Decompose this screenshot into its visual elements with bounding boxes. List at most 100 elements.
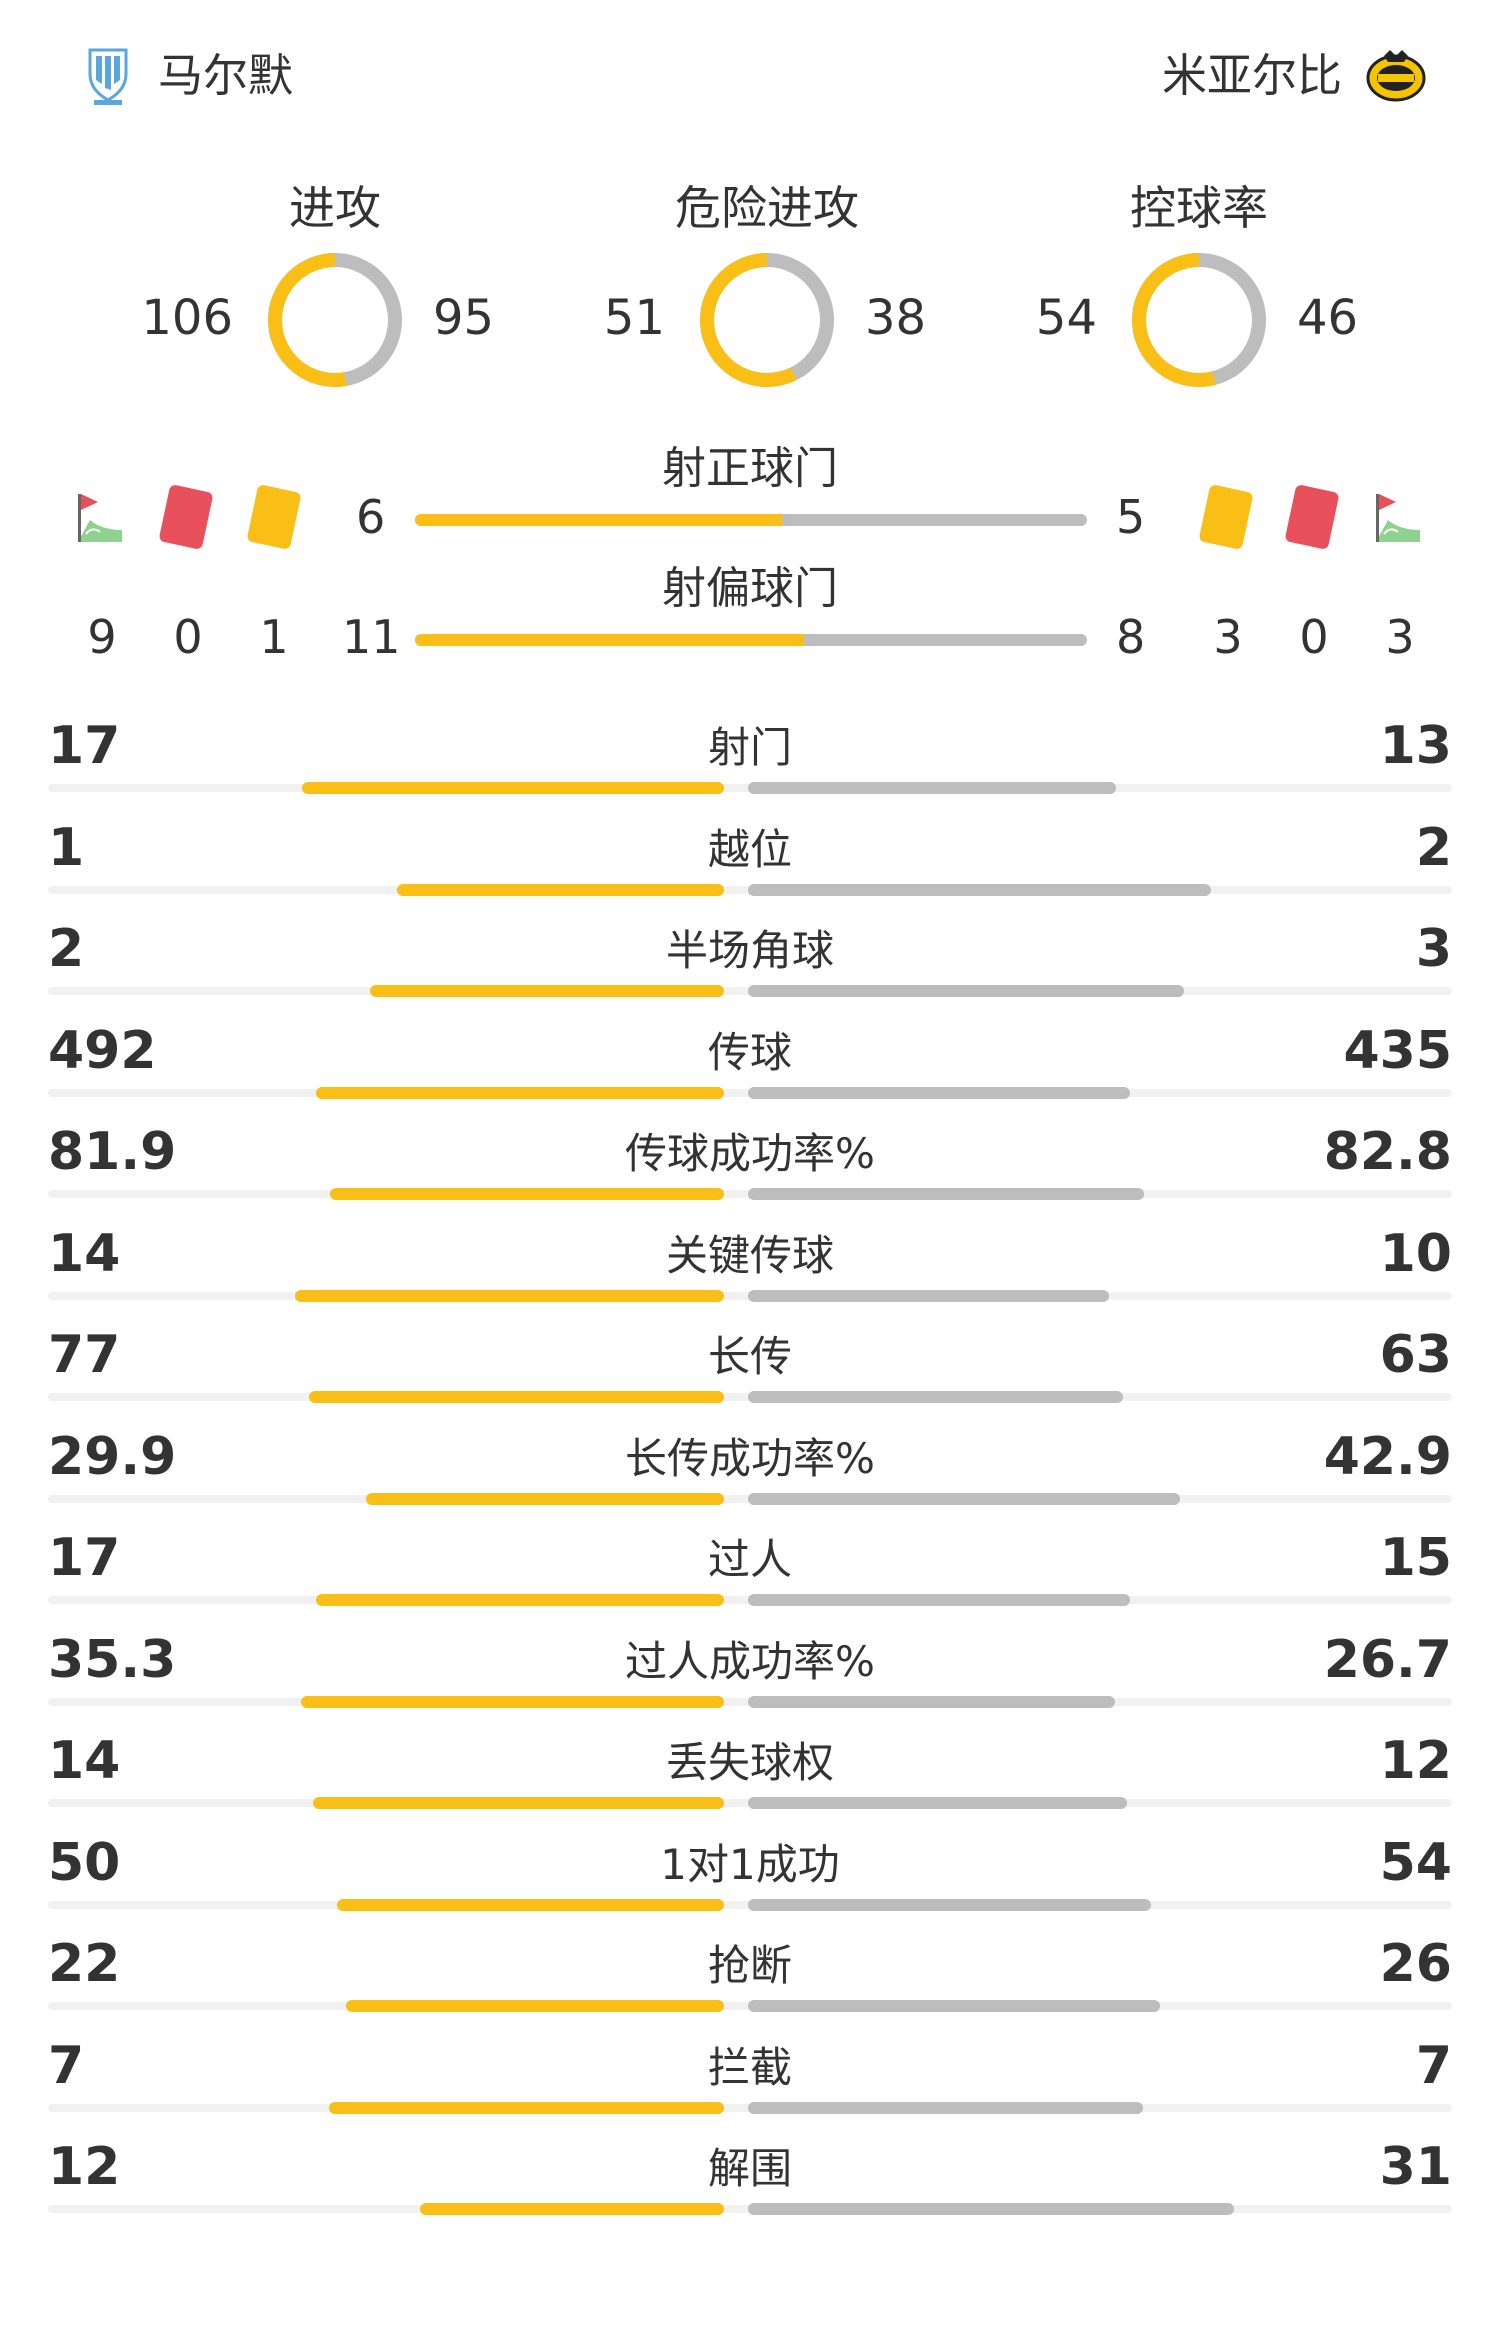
ring-chart — [263, 248, 407, 392]
stat-away-value: 26.7 — [1323, 1630, 1452, 1690]
stat-label: 丢失球权 — [665, 1738, 834, 1787]
stat-home-bar — [308, 1391, 724, 1403]
malmo-crest-icon — [76, 44, 140, 108]
stat-home-bar — [336, 1899, 724, 1911]
stat-away-value: 13 — [1379, 716, 1452, 776]
stat-label: 半场角球 — [665, 926, 834, 975]
stat-away-value: 7 — [1415, 2036, 1452, 2096]
stat-away-bar — [748, 782, 1116, 794]
stat-label: 过人成功率% — [625, 1637, 875, 1686]
stat-label: 长传成功率% — [625, 1434, 875, 1483]
stat-home-value: 492 — [48, 1021, 157, 1081]
ring-chart — [695, 248, 839, 392]
stat-row: 492 传球 435 — [48, 1007, 1452, 1113]
stat-away-bar — [748, 884, 1212, 896]
ring-home-arc — [700, 253, 834, 387]
stat-row: 14 丢失球权 12 — [48, 1717, 1452, 1823]
stat-row: 7 拦截 7 — [48, 2022, 1452, 2128]
away-red-count: 0 — [1299, 610, 1329, 664]
ring-home-value: 54 — [1035, 290, 1097, 346]
stat-away-value: 435 — [1343, 1021, 1452, 1081]
stat-home-bar — [294, 1290, 724, 1302]
stat-away-value: 26 — [1379, 1934, 1452, 1994]
stat-home-value: 50 — [48, 1833, 121, 1893]
stat-label: 射门 — [707, 723, 792, 772]
stat-away-bar — [748, 1594, 1131, 1606]
stat-label: 1对1成功 — [660, 1840, 840, 1889]
stat-home-bar — [329, 2102, 724, 2114]
stat-label: 长传 — [707, 1332, 792, 1381]
shots-on-target-title: 射正球门 — [662, 443, 838, 494]
stat-home-value: 35.3 — [48, 1630, 177, 1690]
stat-away-bar — [748, 1290, 1109, 1302]
shots-off-home-fill — [415, 634, 805, 646]
stat-row: 17 过人 15 — [48, 1514, 1452, 1620]
away-corner-flag-icon — [1370, 490, 1426, 546]
stat-away-value: 15 — [1379, 1528, 1452, 1588]
ring-home-arc — [268, 253, 402, 387]
shots-off-target-title: 射偏球门 — [662, 563, 838, 614]
home-corners-count: 9 — [87, 610, 117, 664]
stat-away-bar — [748, 1899, 1151, 1911]
stat-row: 50 1对1成功 54 — [48, 1819, 1452, 1925]
stat-away-value: 63 — [1379, 1325, 1452, 1385]
stat-home-value: 1 — [48, 818, 85, 878]
stat-away-bar — [748, 2000, 1161, 2012]
stat-home-bar — [397, 884, 724, 896]
shots-off-bar — [415, 634, 1087, 646]
ring-home-value: 51 — [603, 290, 665, 346]
stat-label: 抢断 — [707, 1941, 792, 1990]
stat-away-value: 54 — [1379, 1833, 1452, 1893]
ring-title: 控球率 — [1130, 181, 1268, 235]
shots-off-home-value: 11 — [342, 610, 401, 664]
stat-row: 22 抢断 26 — [48, 1920, 1452, 2026]
mjallby-crest-icon — [1364, 44, 1428, 108]
home-yellow-card-icon — [246, 484, 302, 550]
stat-home-value: 7 — [48, 2036, 85, 2096]
stat-row: 81.9 传球成功率% 82.8 — [48, 1108, 1452, 1214]
stat-label: 传球 — [707, 1028, 792, 1077]
stat-home-value: 14 — [48, 1224, 121, 1284]
away-team-name[interactable]: 米亚尔比 — [1161, 49, 1342, 102]
stat-label: 越位 — [707, 825, 792, 874]
stat-label: 拦截 — [707, 2043, 792, 2092]
stat-home-value: 2 — [48, 919, 85, 979]
ring-away-value: 95 — [433, 290, 495, 346]
stat-away-bar — [748, 1087, 1131, 1099]
home-red-count: 0 — [173, 610, 203, 664]
stat-home-bar — [370, 985, 724, 997]
ring-home-value: 106 — [141, 290, 233, 346]
stat-away-bar — [748, 1391, 1123, 1403]
stat-away-bar — [748, 985, 1184, 997]
stat-home-bar — [300, 1696, 724, 1708]
stat-away-value: 3 — [1415, 919, 1452, 979]
stat-row: 77 长传 63 — [48, 1311, 1452, 1417]
stat-home-bar — [330, 1188, 724, 1200]
away-yellow-card-icon — [1198, 484, 1254, 550]
stat-row: 14 关键传球 10 — [48, 1210, 1452, 1316]
stat-away-value: 31 — [1379, 2137, 1452, 2197]
stat-away-value: 12 — [1379, 1731, 1452, 1791]
home-corner-flag-icon — [72, 490, 128, 546]
shots-on-home-value: 6 — [356, 490, 386, 544]
stat-home-bar — [301, 782, 724, 794]
home-yellow-count: 1 — [259, 610, 289, 664]
stat-row: 17 射门 13 — [48, 702, 1452, 808]
stat-home-value: 77 — [48, 1325, 121, 1385]
ring-away-value: 46 — [1297, 290, 1359, 346]
stat-away-value: 10 — [1379, 1224, 1452, 1284]
stat-away-bar — [748, 2102, 1143, 2114]
home-team-name[interactable]: 马尔默 — [158, 49, 294, 102]
ring-title: 危险进攻 — [675, 181, 859, 235]
stat-home-value: 22 — [48, 1934, 121, 1994]
ring-chart — [1127, 248, 1271, 392]
away-corners-count: 3 — [1385, 610, 1415, 664]
stat-home-value: 29.9 — [48, 1427, 177, 1487]
shots-on-bar — [415, 514, 1087, 526]
ring-away-value: 38 — [865, 290, 927, 346]
ring-home-arc — [1132, 253, 1266, 387]
stat-home-bar — [346, 2000, 724, 2012]
stat-away-bar — [748, 1493, 1180, 1505]
stat-home-value: 12 — [48, 2137, 121, 2197]
ring-title: 进攻 — [289, 181, 381, 235]
